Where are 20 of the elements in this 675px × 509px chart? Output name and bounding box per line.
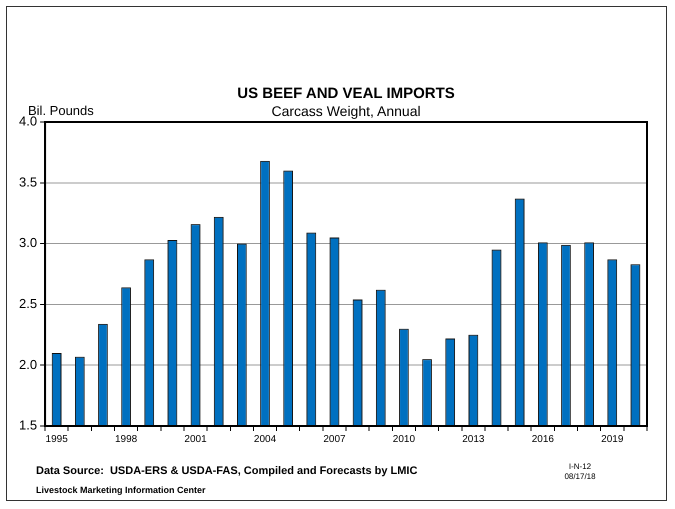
y-tick-label: 2.5 (18, 296, 38, 311)
x-tick-label: 2019 (601, 434, 624, 445)
text: I-N-12 (568, 462, 592, 471)
y-tick-label: 3.0 (18, 235, 38, 250)
x-tick-label: 1995 (46, 434, 68, 445)
x-tick-label: 1998 (114, 434, 138, 445)
x-tick-label: 2007 (323, 434, 346, 445)
y-tick-label: 1.5 (18, 418, 38, 433)
x-tick-label: 2016 (532, 434, 554, 445)
text: 08/17/18 (564, 472, 596, 481)
y-tick-label: 3.5 (18, 174, 38, 190)
chart-title: US BEEF AND VEAL IMPORTS (237, 85, 455, 102)
x-tick-label: 2004 (254, 434, 277, 445)
text: Livestock Marketing Information Center (36, 485, 206, 495)
source-note: Data Source: USDA-ERS & USDA-FAS, Compiled and Forecasts by LMIC (36, 465, 418, 477)
x-tick-label: 2001 (184, 434, 208, 445)
y-tick-label: 2.0 (18, 356, 38, 372)
chart-subtitle: Carcass Weight, Annual (271, 103, 421, 119)
x-tick-label: 2013 (462, 434, 485, 445)
x-tick-label: 2010 (392, 434, 416, 445)
